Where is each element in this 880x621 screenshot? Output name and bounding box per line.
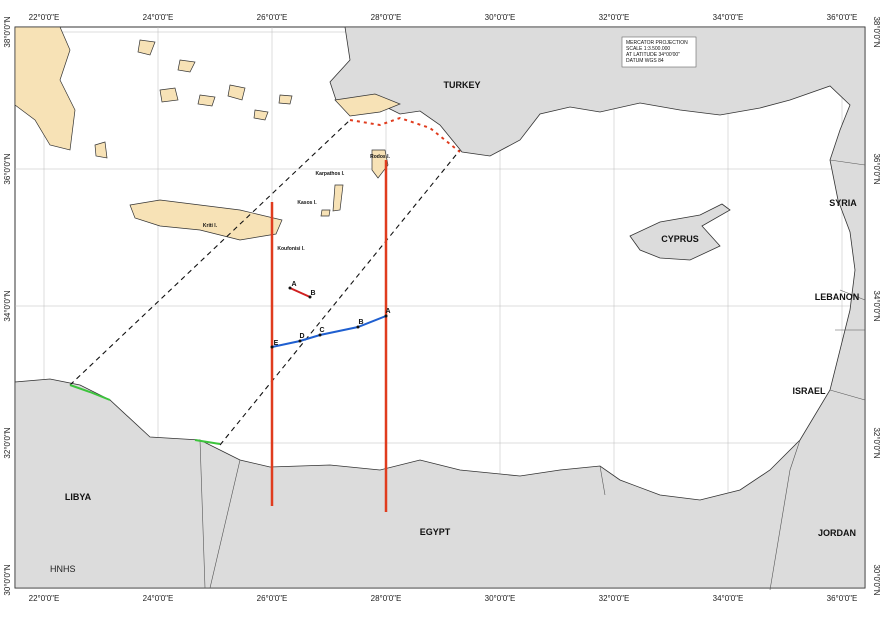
- country-label: LIBYA: [65, 492, 92, 502]
- libya-points: [194, 439, 221, 445]
- lon-label: 26°0'0"E: [257, 13, 288, 22]
- lon-label: 22°0'0"E: [29, 594, 60, 603]
- lon-label: 24°0'0"E: [143, 594, 174, 603]
- country-label: TURKEY: [443, 80, 480, 90]
- lon-label: 34°0'0"E: [713, 594, 744, 603]
- lon-label: 36°0'0"E: [827, 13, 858, 22]
- country-label: JORDAN: [818, 528, 856, 538]
- lon-label: 30°0'0"E: [485, 594, 516, 603]
- lat-label: 36°0'0"N: [872, 153, 880, 184]
- legend-line: SCALE 1:3.500.000: [626, 46, 670, 52]
- turkey-points: [349, 116, 461, 153]
- cyprus: [629, 203, 731, 261]
- lat-label: 30°0'0"N: [872, 564, 880, 595]
- legend-box: [621, 36, 697, 68]
- libya-points: [69, 384, 111, 401]
- lat-label: 32°0'0"N: [872, 427, 880, 458]
- island-label: Kasos I.: [297, 200, 317, 206]
- borders: [199, 159, 866, 591]
- point-label: B: [358, 319, 363, 326]
- legend-line: DATUM WGS 84: [626, 58, 664, 64]
- point-label: B: [310, 290, 315, 297]
- lat-label: 34°0'0"N: [3, 290, 12, 321]
- lon-label: 28°0'0"E: [371, 594, 402, 603]
- lon-label: 28°0'0"E: [371, 13, 402, 22]
- point-label: C: [319, 327, 324, 334]
- country-label: SYRIA: [829, 198, 857, 208]
- section-1-line: [289, 287, 311, 298]
- island-label: Rodos I.: [370, 154, 390, 160]
- lon-label: 32°0'0"E: [599, 13, 630, 22]
- lon-label: 36°0'0"E: [827, 594, 858, 603]
- credit: HNHS: [50, 564, 76, 574]
- point-label: A: [291, 281, 296, 288]
- country-label: LEBANON: [815, 292, 860, 302]
- island-label: Koufonisi I.: [277, 246, 305, 252]
- country-label: EGYPT: [420, 527, 451, 537]
- island-label: Karpathos I.: [316, 171, 346, 177]
- lat-label: 38°0'0"N: [872, 16, 880, 47]
- lat-label: 34°0'0"N: [872, 290, 880, 321]
- lat-label: 32°0'0"N: [3, 427, 12, 458]
- section-points: [270, 286, 388, 349]
- lon-label: 34°0'0"E: [713, 13, 744, 22]
- greek-islands: [14, 26, 401, 241]
- dashed-lines: [69, 119, 461, 446]
- point-label: E: [274, 340, 279, 347]
- point-label: D: [299, 333, 304, 340]
- lon-label: 26°0'0"E: [257, 594, 288, 603]
- point-label: A: [385, 308, 390, 315]
- lon-label: 22°0'0"E: [29, 13, 60, 22]
- country-label: CYPRUS: [661, 234, 699, 244]
- lat-label: 38°0'0"N: [3, 16, 12, 47]
- lat-label: 30°0'0"N: [3, 564, 12, 595]
- island-label: Kriti I.: [203, 223, 218, 229]
- lon-label: 30°0'0"E: [485, 13, 516, 22]
- legend-line: MERCATOR PROJECTION: [626, 40, 688, 46]
- country-label: ISRAEL: [792, 386, 826, 396]
- lon-label: 32°0'0"E: [599, 594, 630, 603]
- legend-line: AT LATITUDE 34°00'00": [626, 52, 680, 58]
- lat-label: 36°0'0"N: [3, 153, 12, 184]
- lon-label: 24°0'0"E: [143, 13, 174, 22]
